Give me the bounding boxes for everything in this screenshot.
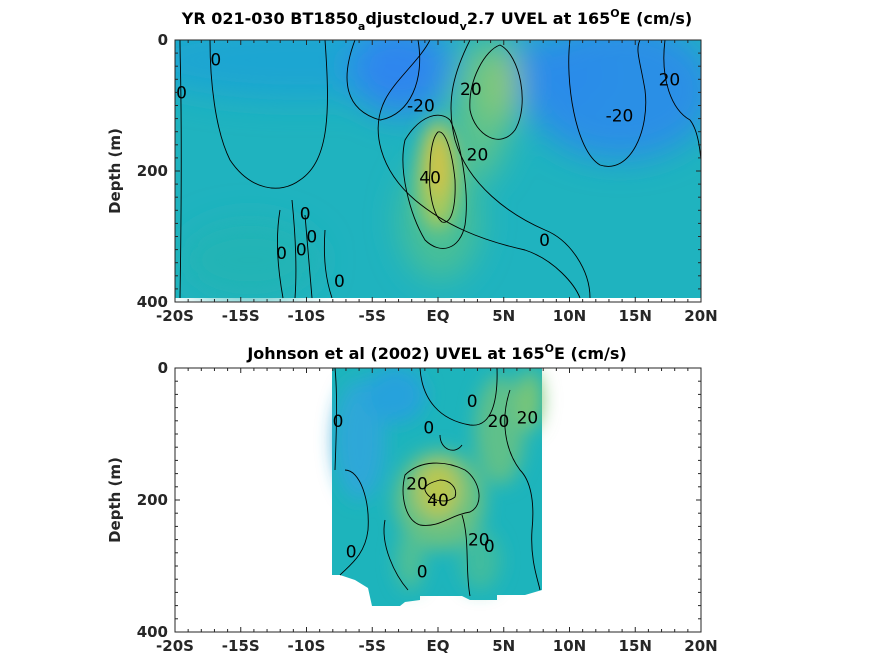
x-tick-label: 5N xyxy=(492,307,515,325)
contour-label: 0 xyxy=(346,542,357,562)
x-tick-label: -15S xyxy=(222,637,260,655)
contour-label: 20 xyxy=(659,70,681,90)
contour-label: 20 xyxy=(488,412,510,432)
title-part: djustcloud xyxy=(365,9,459,28)
panel-model-ylabel: Depth (m) xyxy=(106,128,124,214)
x-tick-label: 20N xyxy=(684,637,717,655)
title-subscript: a xyxy=(358,20,365,33)
title-part: YR 021-030 BT1850 xyxy=(181,9,358,28)
title-part: 2.7 UVEL at 165 xyxy=(467,9,610,28)
x-tick-label: EQ xyxy=(427,307,450,325)
contour-label: 0 xyxy=(176,83,187,103)
contour-label: 0 xyxy=(423,418,434,438)
x-tick-label: 5N xyxy=(492,637,515,655)
contour-label: 0 xyxy=(306,228,317,248)
title-subscript: v xyxy=(460,20,468,33)
title-superscript: O xyxy=(545,342,554,355)
contour-label: 0 xyxy=(210,51,221,71)
x-tick-label: -10S xyxy=(288,637,326,655)
panel-observed-ylabel: Depth (m) xyxy=(106,457,124,543)
y-tick-label: 400 xyxy=(137,293,168,311)
contour-label: 40 xyxy=(427,491,449,511)
contour-label: 40 xyxy=(419,169,441,189)
contour-label: 0 xyxy=(417,562,428,582)
y-tick-label: 0 xyxy=(158,359,168,377)
contour-label: 20 xyxy=(517,409,539,429)
contour-label: 20 xyxy=(460,80,482,100)
y-tick-label: 400 xyxy=(137,623,168,641)
x-tick-label: -10S xyxy=(288,307,326,325)
x-tick-label: 10N xyxy=(553,307,586,325)
model-field-core xyxy=(418,120,458,230)
x-tick-label: 10N xyxy=(553,637,586,655)
title-part: E (cm/s) xyxy=(620,9,693,28)
contour-label: -20 xyxy=(407,97,435,117)
contour-label: -20 xyxy=(606,106,634,126)
contour-label: 0 xyxy=(334,272,345,292)
title-superscript: O xyxy=(610,7,619,20)
panel-observed: Johnson et al (2002) UVEL at 165OE (cm/s… xyxy=(106,342,718,655)
contour-label: 0 xyxy=(300,205,311,225)
x-tick-label: -20S xyxy=(156,637,194,655)
contour-label: 20 xyxy=(467,146,489,166)
observed-contours xyxy=(334,368,541,597)
x-tick-label: EQ xyxy=(427,637,450,655)
contour-label: 0 xyxy=(539,231,550,251)
title-part: E (cm/s) xyxy=(554,344,627,363)
y-tick-label: 200 xyxy=(137,491,168,509)
panel-model-title: YR 021-030 BT1850adjustcloudv2.7 UVEL at… xyxy=(181,7,692,33)
y-tick-label: 0 xyxy=(158,31,168,49)
x-tick-label: 15N xyxy=(619,637,652,655)
contour-label: 0 xyxy=(467,392,478,412)
panel-observed-title: Johnson et al (2002) UVEL at 165OE (cm/s… xyxy=(246,342,626,363)
model-contours xyxy=(179,40,701,299)
contour-label: 0 xyxy=(333,412,344,432)
contour-label: 0 xyxy=(296,241,307,261)
panel-model: YR 021-030 BT1850adjustcloudv2.7 UVEL at… xyxy=(106,7,718,325)
x-tick-label: 15N xyxy=(619,307,652,325)
title-part: Johnson et al (2002) UVEL at 165 xyxy=(246,344,544,363)
contour-label: 20 xyxy=(468,531,490,551)
contour-label: 0 xyxy=(276,244,287,264)
y-tick-label: 200 xyxy=(137,162,168,180)
x-tick-label: -5S xyxy=(359,307,386,325)
x-tick-label: 20N xyxy=(684,307,717,325)
x-tick-label: -15S xyxy=(222,307,260,325)
contour-label: 20 xyxy=(406,475,428,495)
x-tick-label: -20S xyxy=(156,307,194,325)
x-tick-label: -5S xyxy=(359,637,386,655)
contour-label: 0 xyxy=(484,537,495,557)
